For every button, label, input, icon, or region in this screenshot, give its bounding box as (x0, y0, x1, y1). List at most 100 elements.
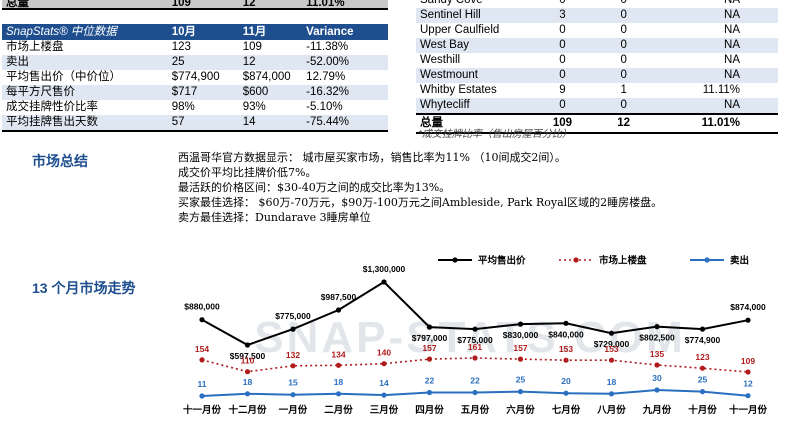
x-tick-label: 一月份 (279, 404, 308, 416)
sold-point (608, 391, 615, 397)
summary-line: 最活跃的价格区间：$30-40万之间的成交比率为13%。 (178, 181, 451, 194)
area-inventory: 0 (559, 0, 566, 6)
inventory-data-label: 153 (604, 344, 618, 354)
row-label: 平均售出价（中价位） (6, 71, 121, 83)
price-point (563, 320, 569, 326)
inventory-point (654, 362, 660, 368)
price-data-label: $802,500 (639, 333, 675, 343)
area-sold: 0 (620, 54, 627, 66)
row-nov: 109 (242, 41, 262, 53)
inventory-point (608, 357, 615, 363)
x-tick-label: 八月份 (596, 404, 626, 416)
inventory-point (244, 369, 251, 375)
sold-data-label: 25 (698, 375, 708, 385)
variance-header: Variance (302, 24, 388, 40)
inventory-point (381, 361, 387, 367)
x-tick-label: 三月份 (370, 404, 399, 416)
x-tick-label: 十月份 (688, 404, 717, 416)
table-row: Whitby Estates 9 1 11.11% (416, 83, 778, 98)
inventory-data-label: 140 (377, 348, 391, 358)
sold-point (426, 389, 433, 396)
sold-data-label: 15 (288, 378, 298, 388)
area-inventory: 0 (559, 54, 566, 66)
row-nov: 93% (242, 101, 266, 113)
area-name: Whitby Estates (420, 84, 497, 96)
area-ratio: NA (653, 38, 778, 53)
area-sold: 0 (593, 8, 654, 23)
area-sold: 0 (593, 38, 654, 53)
price-data-label: $880,000 (184, 302, 220, 312)
area-name: Upper Caulfield (420, 24, 500, 36)
price-data-label: $729,000 (594, 339, 630, 349)
sold-data-label: 12 (743, 379, 753, 389)
price-point (608, 330, 615, 336)
table-row: 总量 109 12 11.01% (2, 0, 388, 10)
table-row: Westhill 0 0 NA (416, 53, 778, 68)
area-inventory: 0 (531, 38, 594, 53)
total-oct: 109 (167, 0, 239, 10)
sold-point (563, 390, 569, 396)
price-point (699, 326, 706, 332)
x-tick-label: 二月份 (324, 404, 353, 416)
area-name: West Bay (416, 38, 532, 53)
area-inventory: 0 (531, 68, 594, 83)
area-ratio: 11.11% (702, 84, 740, 96)
table-row: West Bay 0 0 NA (416, 38, 778, 53)
sold-point (381, 392, 387, 398)
price-data-label: $597,500 (230, 351, 266, 361)
area-sold: 0 (593, 98, 654, 114)
price-data-label: $1,300,000 (363, 264, 406, 274)
sold-point (290, 392, 296, 398)
sold-point (745, 393, 751, 399)
area-inventory: 9 (559, 84, 566, 96)
sold-data-label: 25 (516, 375, 526, 385)
price-point (426, 324, 433, 330)
sold-data-label: 22 (470, 376, 480, 386)
area-name: Whytecliff (416, 98, 532, 114)
row-oct: $774,900 (171, 71, 220, 83)
inventory-point (745, 369, 751, 375)
sold-point (335, 391, 342, 397)
table-row: 每平方尺售价 $717 $600 -16.32% (2, 85, 388, 100)
row-variance: -5.10% (306, 101, 343, 113)
total-variance: 11.01% (302, 0, 388, 10)
table-row: 成交挂牌性价比率 98% 93% -5.10% (2, 100, 388, 115)
price-data-label: $830,000 (503, 330, 539, 340)
area-ratio: NA (653, 8, 778, 23)
area-ratio: NA (724, 0, 740, 6)
sold-point (472, 389, 478, 396)
legend-item: 平均售出价 (438, 255, 526, 267)
area-sold: 0 (593, 68, 654, 83)
footnote: *成交挂牌比率（售出房屋百分比） (418, 129, 572, 140)
summary-line: 卖方最佳选择：Dundarave 3睡房单位 (178, 211, 371, 224)
x-tick-label: 六月份 (506, 404, 535, 416)
chart-legend: 平均售出价 市场上楼盘 卖出 (438, 255, 749, 267)
neighbourhood-table: Sandy Cove 0 0 NA Sentinel Hill 3 0 NA U… (416, 0, 778, 134)
x-tick-label: 四月份 (415, 404, 444, 416)
inventory-data-label: 132 (286, 350, 300, 360)
total-inventory: 109 (531, 113, 594, 134)
sold-point (199, 393, 205, 399)
row-variance: -11.38% (306, 41, 349, 53)
inventory-point (699, 365, 706, 371)
total-label: 总量 (416, 113, 532, 134)
legend-item: 市场上楼盘 (559, 255, 647, 267)
price-data-label: $874,000 (730, 302, 766, 312)
row-oct: 57 (167, 115, 239, 132)
summary-line: 西温哥华官方数据显示： 城市屋买家市场，销售比率为11% （10间成交2间）。 (178, 151, 566, 164)
total-sold: 12 (593, 113, 654, 134)
inventory-point (563, 357, 569, 363)
x-tick-label: 七月份 (552, 404, 581, 416)
sold-point (699, 389, 706, 395)
row-oct: 25 (167, 55, 239, 70)
x-tick-label: 十一月份 (729, 404, 768, 416)
inventory-data-label: 135 (650, 349, 664, 359)
price-data-label: $987,500 (321, 292, 357, 302)
sold-point (244, 391, 251, 397)
row-oct: 123 (171, 41, 191, 53)
sold-data-label: 14 (379, 378, 389, 388)
legend-label: 市场上楼盘 (599, 255, 647, 267)
price-data-label: $774,900 (685, 335, 721, 345)
price-point (199, 317, 205, 323)
row-nov: 12 (238, 55, 303, 70)
